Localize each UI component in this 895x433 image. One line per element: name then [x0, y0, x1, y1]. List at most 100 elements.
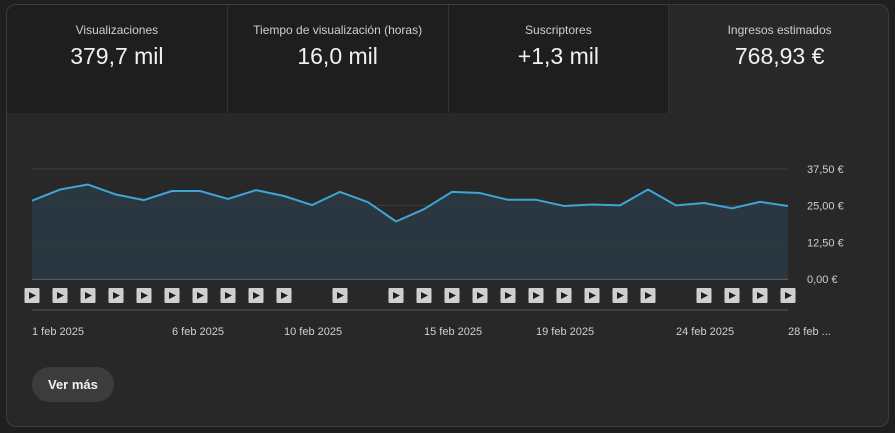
play-icon — [337, 292, 344, 299]
data-point — [282, 193, 287, 198]
tab-subscribers[interactable]: Suscriptores +1,3 mil — [448, 5, 670, 113]
video-marker[interactable] — [108, 288, 124, 303]
play-icon — [113, 292, 120, 299]
data-point — [86, 182, 91, 187]
video-marker[interactable] — [500, 288, 516, 303]
play-icon — [477, 292, 484, 299]
revenue-chart: 37,50 € 25,00 € 12,50 € 0,00 € 1 feb 2025 6 f… — [24, 164, 844, 338]
video-marker[interactable] — [528, 288, 544, 303]
play-icon — [785, 292, 792, 299]
video-marker[interactable] — [276, 288, 292, 303]
play-icon — [141, 292, 148, 299]
data-point — [198, 189, 203, 194]
video-marker[interactable] — [472, 288, 488, 303]
video-marker[interactable] — [640, 288, 656, 303]
play-icon — [197, 292, 204, 299]
video-marker[interactable] — [52, 288, 68, 303]
tab-watch-time-value: 16,0 mil — [297, 43, 378, 69]
video-marker[interactable] — [24, 288, 40, 303]
play-icon — [421, 292, 428, 299]
video-marker[interactable] — [444, 288, 460, 303]
data-point — [450, 189, 455, 194]
play-icon — [85, 292, 92, 299]
data-point — [590, 202, 595, 207]
data-point — [478, 191, 483, 196]
data-point — [422, 207, 427, 212]
x-tick-label: 28 feb ... — [788, 326, 831, 338]
x-tick-label: 10 feb 2025 — [284, 326, 342, 338]
revenue-area — [32, 184, 788, 279]
data-point — [310, 203, 315, 208]
tab-subscribers-label: Suscriptores — [525, 23, 592, 37]
data-point — [170, 189, 175, 194]
data-point — [366, 200, 371, 205]
data-point — [618, 203, 623, 208]
y-tick-label: 37,50 € — [807, 164, 844, 176]
video-marker[interactable] — [388, 288, 404, 303]
metric-tabs: Visualizaciones 379,7 mil Tiempo de visu… — [7, 5, 888, 113]
x-tick-label: 1 feb 2025 — [32, 326, 84, 338]
play-icon — [393, 292, 400, 299]
video-marker[interactable] — [332, 288, 348, 303]
play-icon — [561, 292, 568, 299]
play-icon — [533, 292, 540, 299]
data-point — [226, 196, 231, 201]
play-icon — [729, 292, 736, 299]
tab-views-value: 379,7 mil — [70, 43, 164, 69]
tab-views-label: Visualizaciones — [75, 23, 159, 37]
data-point — [674, 203, 679, 208]
play-icon — [281, 292, 288, 299]
data-point — [534, 197, 539, 202]
video-marker[interactable] — [248, 288, 264, 303]
tab-watch-time-label: Tiempo de visualización (horas) — [253, 23, 423, 37]
video-marker[interactable] — [416, 288, 432, 303]
play-icon — [645, 292, 652, 299]
data-point — [758, 199, 763, 204]
video-marker[interactable] — [80, 288, 96, 303]
x-tick-label: 15 feb 2025 — [424, 326, 482, 338]
play-icon — [253, 292, 260, 299]
data-point — [730, 206, 735, 211]
tab-revenue[interactable]: Ingresos estimados 768,93 € — [669, 5, 888, 113]
play-icon — [589, 292, 596, 299]
play-icon — [701, 292, 708, 299]
video-marker[interactable] — [164, 288, 180, 303]
video-marker[interactable] — [724, 288, 740, 303]
tab-revenue-label: Ingresos estimados — [727, 23, 832, 37]
data-point — [338, 189, 343, 194]
see-more-button[interactable]: Ver más — [32, 367, 114, 402]
play-icon — [225, 292, 232, 299]
play-icon — [617, 292, 624, 299]
video-marker[interactable] — [192, 288, 208, 303]
video-marker[interactable] — [612, 288, 628, 303]
data-point — [254, 188, 259, 193]
x-tick-label: 19 feb 2025 — [536, 326, 594, 338]
play-icon — [57, 292, 64, 299]
video-marker[interactable] — [220, 288, 236, 303]
video-marker[interactable] — [556, 288, 572, 303]
tab-revenue-value: 768,93 € — [734, 43, 825, 69]
play-icon — [29, 292, 36, 299]
data-point — [506, 197, 511, 202]
play-icon — [757, 292, 764, 299]
play-icon — [449, 292, 456, 299]
video-marker[interactable] — [696, 288, 712, 303]
tab-watch-time[interactable]: Tiempo de visualización (horas) 16,0 mil — [227, 5, 449, 113]
video-marker[interactable] — [584, 288, 600, 303]
data-point — [562, 203, 567, 208]
data-point — [646, 187, 651, 192]
tab-subscribers-value: +1,3 mil — [517, 43, 599, 69]
analytics-card: Visualizaciones 379,7 mil Tiempo de visu… — [6, 4, 889, 427]
y-tick-label: 0,00 € — [807, 274, 838, 286]
tab-views[interactable]: Visualizaciones 379,7 mil — [7, 5, 228, 113]
data-point — [394, 219, 399, 224]
video-marker[interactable] — [136, 288, 152, 303]
data-point — [786, 203, 791, 208]
video-marker[interactable] — [752, 288, 768, 303]
video-marker[interactable] — [780, 288, 796, 303]
y-tick-label: 25,00 € — [807, 201, 844, 213]
x-tick-label: 24 feb 2025 — [676, 326, 734, 338]
data-point — [58, 187, 63, 192]
data-point — [702, 201, 707, 206]
revenue-line — [31, 183, 789, 223]
